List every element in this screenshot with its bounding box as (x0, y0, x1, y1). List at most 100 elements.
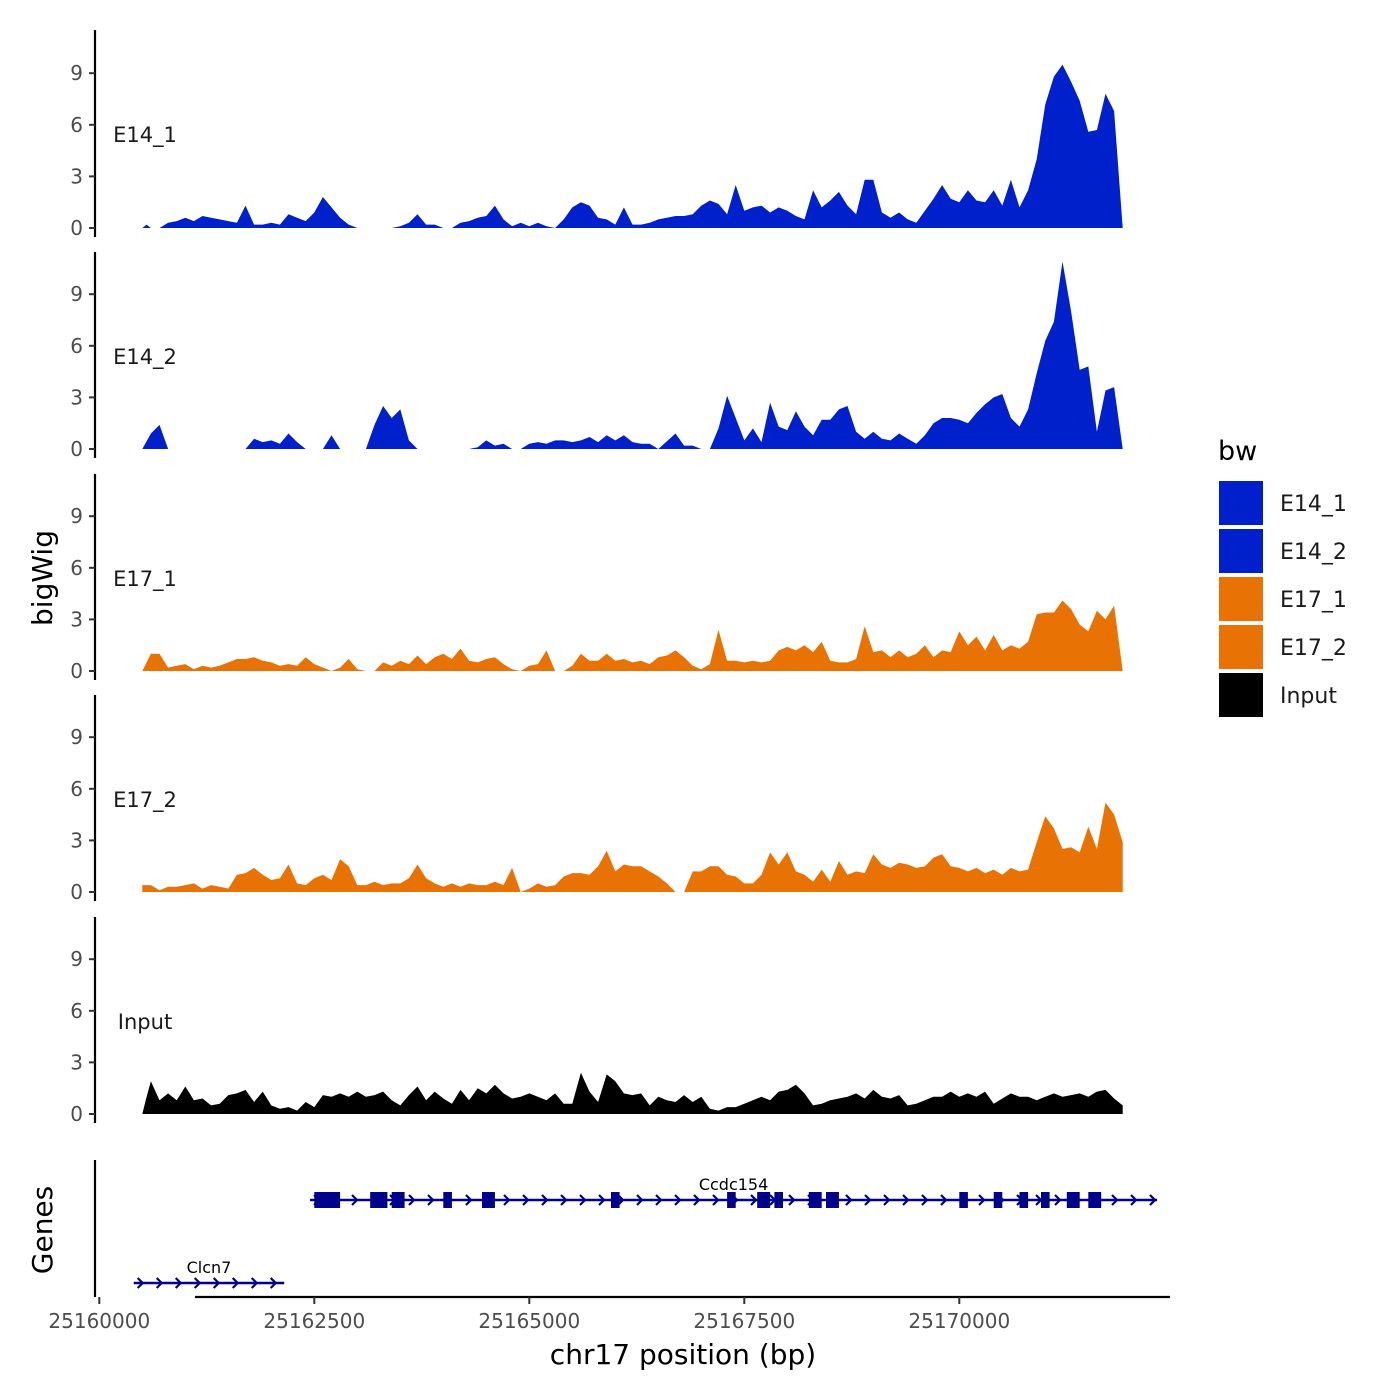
strand-arrow (674, 1194, 682, 1206)
legend-label: E14_2 (1280, 540, 1347, 565)
strand-arrow (712, 1194, 720, 1206)
exon (314, 1192, 341, 1208)
strand-arrow (902, 1194, 910, 1206)
x-axis: 25160000 25162500 25165000 25167500 25170000 (48, 1295, 1170, 1333)
y-tick-label: 9 (70, 947, 83, 971)
gene-label: Ccdc154 (699, 1175, 768, 1194)
x-tick-label: 25167500 (693, 1309, 795, 1333)
legend-swatch (1217, 575, 1265, 623)
exon (959, 1192, 968, 1208)
y-tick-label: 6 (70, 556, 83, 580)
y-tick-label: 6 (70, 334, 83, 358)
x-tick-label: 25165000 (478, 1309, 580, 1333)
exon (774, 1192, 783, 1208)
strand-arrow (598, 1194, 606, 1206)
track-E17_2: 0 3 6 9 E17_2 (70, 695, 1123, 904)
strand-arrow (864, 1194, 872, 1206)
strand-arrow (1054, 1194, 1062, 1206)
strand-arrow (231, 1277, 240, 1289)
y-tick-label: 9 (70, 282, 83, 306)
signal-area-E14_2 (142, 261, 1123, 449)
y-tick-label: 0 (70, 1102, 83, 1126)
exon (808, 1192, 822, 1208)
x-tick-label: 25162500 (263, 1309, 365, 1333)
strand-arrow (788, 1194, 796, 1206)
strand-arrow (1111, 1194, 1119, 1206)
y-tick-label: 0 (70, 216, 83, 240)
strand-arrow (845, 1194, 853, 1206)
track-label: Input (118, 1010, 172, 1034)
track-E14_1: 0 3 6 9 E14_1 (70, 30, 1123, 240)
legend-swatch (1217, 671, 1265, 719)
gene-Clcn7: Clcn7 (133, 1258, 285, 1289)
exon (1066, 1192, 1080, 1208)
strand-arrow (921, 1194, 929, 1206)
x-tick-label: 25160000 (48, 1309, 150, 1333)
strand-arrow (174, 1277, 183, 1289)
y-tick-label: 9 (70, 725, 83, 749)
exon (727, 1192, 736, 1208)
exon (757, 1192, 771, 1208)
strand-arrow (978, 1194, 986, 1206)
y-tick-label: 0 (70, 659, 83, 683)
signal-area-E14_1 (142, 64, 1123, 228)
y-tick-label: 0 (70, 880, 83, 904)
track-E14_2: 0 3 6 9 E14_2 (70, 252, 1123, 461)
y-tick-label: 3 (70, 164, 83, 188)
strand-arrow (465, 1194, 473, 1206)
legend-label: E14_1 (1280, 492, 1347, 517)
legend-label: Input (1280, 684, 1337, 709)
legend-label: E17_2 (1280, 636, 1347, 661)
strand-arrow (522, 1194, 530, 1206)
exon (611, 1192, 620, 1208)
legend-swatch (1217, 479, 1265, 527)
strand-arrow (503, 1194, 511, 1206)
track-Input: 0 3 6 9 Input (70, 917, 1123, 1126)
y-tick-label: 0 (70, 437, 83, 461)
y-tick-label: 6 (70, 777, 83, 801)
legend: bw E14_1 E14_2 E17_1 E17_2 Input (1217, 436, 1347, 719)
track-label: E14_2 (113, 345, 177, 370)
gene-Ccdc154: Ccdc154 (310, 1175, 1158, 1208)
y-tick-label: 3 (70, 828, 83, 852)
strand-arrow (408, 1194, 416, 1206)
exon (826, 1192, 839, 1208)
x-axis-title: chr17 position (bp) (550, 1338, 816, 1371)
legend-swatch (1217, 623, 1265, 671)
signal-area-E17_1 (142, 600, 1123, 671)
strand-arrow (1130, 1194, 1138, 1206)
y-tick-label: 9 (70, 504, 83, 528)
strand-arrow (250, 1277, 259, 1289)
strand-arrow (750, 1194, 758, 1206)
signal-area-E17_2 (142, 802, 1123, 892)
strand-arrow (883, 1194, 891, 1206)
strand-arrow (560, 1194, 568, 1206)
y-axis-title: bigWig (26, 530, 59, 626)
legend-label: E17_1 (1280, 588, 1347, 613)
tracks-layer: 0 3 6 9 E14_1 0 3 6 9 E14_2 0 3 6 9 E17_1 0 3 6 9 E17_2 0 3 6 9… (70, 30, 1123, 1126)
exon (1019, 1192, 1029, 1208)
gene-label: Clcn7 (187, 1258, 232, 1277)
strand-arrow (617, 1194, 625, 1206)
genes-layer: Ccdc154 Clcn7 (93, 1160, 1158, 1297)
track-label: E17_1 (113, 567, 177, 592)
strand-arrow (427, 1194, 435, 1206)
strand-arrow (940, 1194, 948, 1206)
strand-arrow (541, 1194, 549, 1206)
y-tick-label: 6 (70, 113, 83, 137)
y-tick-label: 3 (70, 385, 83, 409)
strand-arrow (351, 1194, 359, 1206)
strand-arrow (693, 1194, 701, 1206)
strand-arrow (1149, 1194, 1157, 1206)
genes-axis-title: Genes (26, 1186, 59, 1274)
legend-swatch (1217, 527, 1265, 575)
strand-arrow (136, 1277, 145, 1289)
exon (370, 1192, 388, 1208)
strand-arrow (636, 1194, 644, 1206)
x-tick-label: 25170000 (908, 1309, 1010, 1333)
exon (993, 1192, 1003, 1208)
strand-arrow (655, 1194, 663, 1206)
exon (391, 1192, 405, 1208)
y-tick-label: 6 (70, 999, 83, 1023)
